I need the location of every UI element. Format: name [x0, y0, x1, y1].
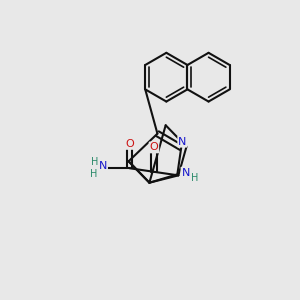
Text: H: H — [191, 173, 198, 183]
Text: H: H — [90, 169, 98, 178]
Text: H: H — [91, 157, 98, 167]
Text: N: N — [178, 137, 187, 147]
Text: N: N — [182, 168, 190, 178]
Text: O: O — [125, 139, 134, 149]
Text: N: N — [99, 161, 107, 172]
Text: O: O — [150, 142, 158, 152]
